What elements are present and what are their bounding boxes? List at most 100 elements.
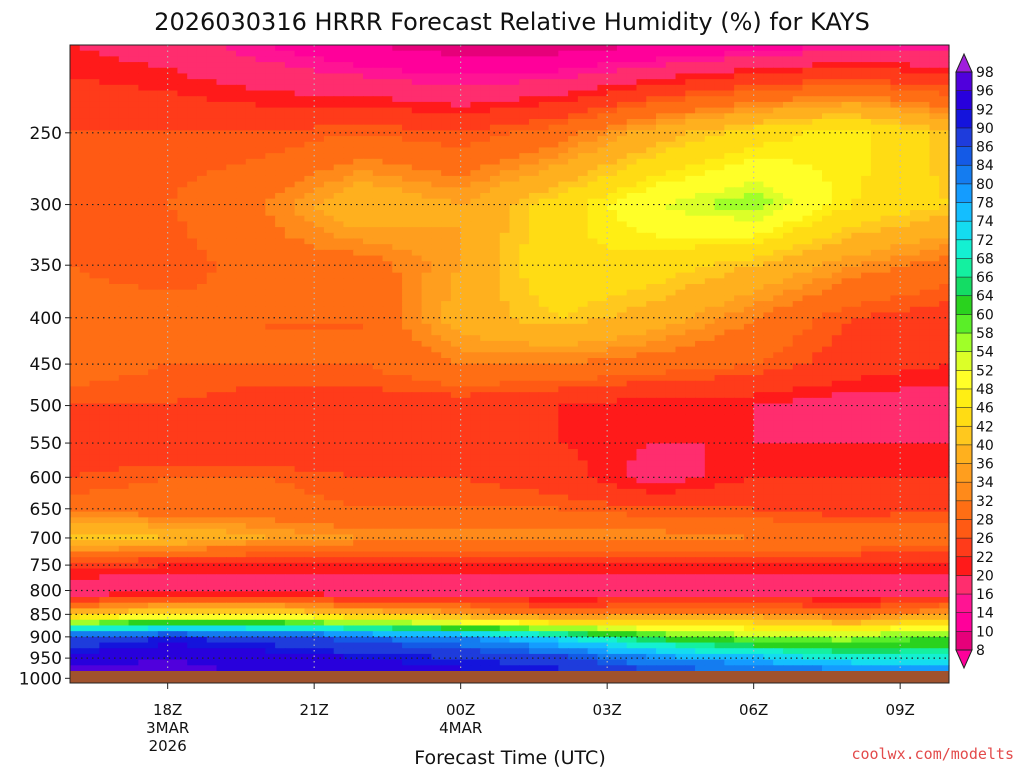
rh-cell — [236, 352, 247, 359]
rh-cell — [265, 312, 276, 319]
rh-cell — [714, 272, 725, 279]
rh-cell — [265, 90, 276, 97]
rh-cell — [196, 141, 208, 149]
rh-cell — [695, 210, 706, 217]
rh-cell — [646, 101, 657, 109]
rh-cell — [245, 210, 257, 217]
rh-cell — [919, 318, 931, 325]
rh-cell — [529, 249, 540, 257]
rh-cell — [675, 45, 686, 52]
rh-cell — [656, 284, 667, 291]
rh-cell — [724, 56, 735, 63]
rh-cell — [675, 96, 686, 103]
rh-cell — [616, 50, 628, 57]
rh-cell — [782, 221, 794, 228]
rh-cell — [577, 187, 589, 194]
rh-cell — [343, 215, 354, 223]
rh-cell — [421, 170, 432, 177]
rh-cell — [509, 96, 520, 103]
rh-cell — [724, 204, 735, 211]
rh-cell — [470, 181, 481, 188]
rh-cell — [831, 340, 843, 348]
rh-cell — [636, 249, 647, 257]
rh-cell — [206, 181, 218, 188]
rh-cell — [216, 318, 227, 325]
rh-cell — [128, 84, 139, 92]
rh-cell — [372, 221, 384, 228]
rh-cell — [245, 318, 257, 325]
rh-cell — [841, 45, 852, 52]
rh-cell — [294, 329, 305, 336]
rh-cell — [177, 192, 188, 200]
rh-cell — [909, 210, 921, 217]
rh-cell — [831, 192, 843, 200]
rh-cell — [792, 187, 804, 194]
rh-cell — [450, 306, 462, 314]
rh-cell — [597, 238, 608, 245]
rh-cell — [831, 238, 843, 245]
rh-cell — [548, 289, 559, 296]
rh-cell — [861, 215, 872, 223]
rh-cell — [743, 266, 755, 274]
rh-cell — [607, 62, 618, 69]
rh-cell — [880, 187, 891, 194]
rh-cell — [753, 352, 765, 359]
rh-cell — [900, 73, 911, 80]
rh-cell — [509, 318, 520, 325]
rh-cell — [353, 45, 364, 52]
rh-cell — [284, 153, 296, 160]
rh-cell — [216, 244, 227, 251]
rh-cell — [450, 301, 462, 308]
rh-cell — [265, 210, 276, 217]
rh-cell — [314, 50, 325, 57]
rh-cell — [929, 107, 940, 114]
rh-cell — [890, 90, 901, 97]
rh-cell — [656, 198, 667, 205]
rh-cell — [294, 249, 305, 257]
rh-cell — [929, 238, 940, 245]
rh-cell — [538, 124, 550, 131]
rh-cell — [79, 124, 91, 131]
rh-cell — [812, 227, 823, 234]
rh-cell — [724, 50, 735, 57]
rh-cell — [372, 232, 384, 240]
rh-cell — [402, 198, 413, 205]
rh-cell — [372, 306, 384, 314]
rh-cell — [323, 153, 335, 160]
rh-cell — [753, 232, 765, 240]
rh-cell — [587, 130, 598, 137]
rh-cell — [236, 187, 247, 194]
rh-cell — [646, 289, 657, 296]
rh-cell — [919, 261, 931, 268]
rh-cell — [880, 335, 891, 342]
rh-cell — [343, 90, 354, 97]
rh-cell — [636, 204, 647, 211]
rh-cell — [167, 73, 179, 80]
rh-cell — [470, 50, 481, 57]
rh-cell — [353, 323, 364, 331]
rh-cell — [138, 318, 149, 325]
rh-cell — [831, 50, 843, 57]
rh-cell — [665, 323, 677, 331]
rh-cell — [577, 295, 589, 302]
rh-cell — [109, 221, 120, 228]
rh-cell — [900, 210, 911, 217]
rh-cell — [587, 227, 598, 234]
rh-cell — [118, 312, 130, 319]
rh-cell — [665, 204, 677, 211]
rh-cell — [558, 45, 569, 52]
rh-cell — [704, 136, 716, 143]
rh-cell — [89, 244, 100, 251]
rh-cell — [265, 358, 276, 365]
rh-cell — [870, 318, 882, 325]
rh-cell — [353, 249, 364, 257]
rh-cell — [919, 147, 931, 154]
rh-cell — [275, 352, 286, 359]
rh-cell — [529, 158, 540, 166]
rh-cell — [782, 346, 794, 353]
rh-cell — [167, 266, 179, 274]
rh-cell — [743, 56, 755, 63]
rh-cell — [402, 295, 413, 302]
rh-cell — [109, 164, 120, 171]
rh-cell — [587, 118, 598, 126]
